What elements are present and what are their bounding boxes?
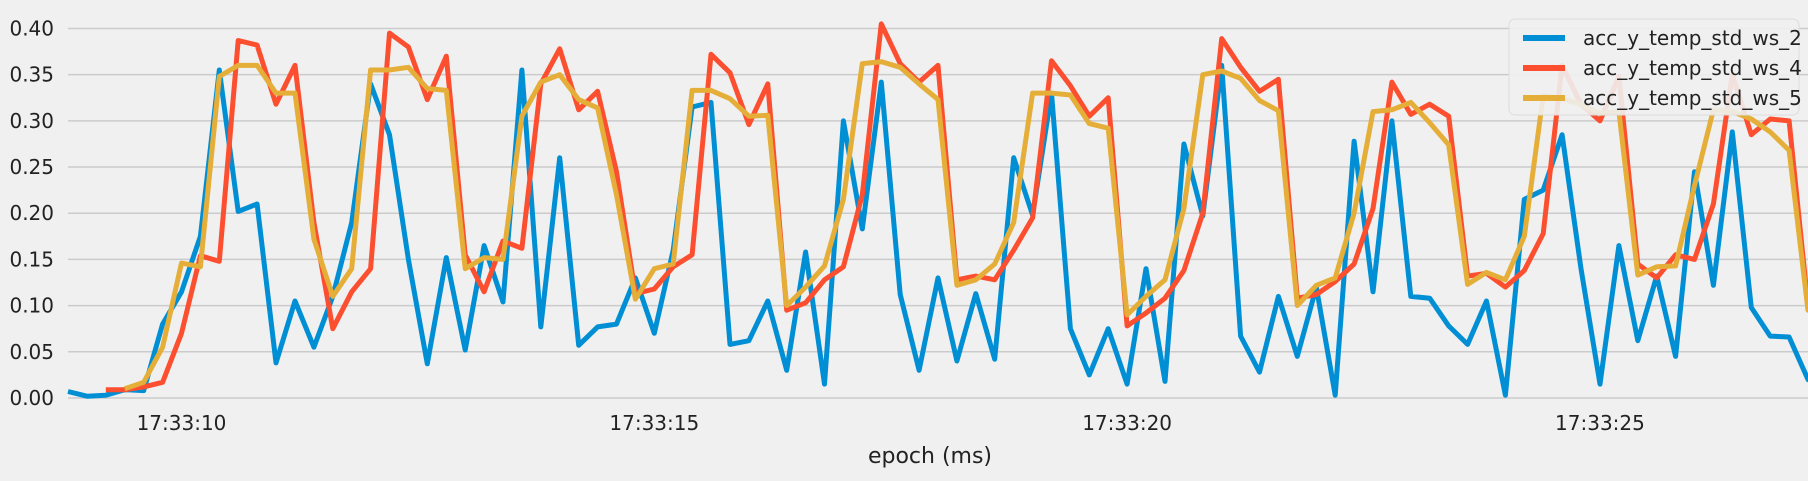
x-tick-label: 17:33:25 [1555, 411, 1645, 435]
y-tick-label: 0.20 [9, 201, 54, 225]
x-tick-label: 17:33:20 [1082, 411, 1172, 435]
grid-layer [68, 27, 1808, 399]
legend-label: acc_y_temp_std_ws_5 [1583, 86, 1802, 110]
y-tick-label: 0.30 [9, 109, 54, 133]
y-tick-label: 0.40 [9, 16, 54, 40]
x-tick-label: 17:33:10 [137, 411, 227, 435]
legend-label: acc_y_temp_std_ws_2 [1583, 26, 1802, 50]
y-tick-label: 0.00 [9, 386, 54, 410]
y-tick-label: 0.05 [9, 340, 54, 364]
y-tick-label: 0.35 [9, 63, 54, 87]
legend: acc_y_temp_std_ws_2 acc_y_temp_std_ws_4ac… [1508, 18, 1802, 116]
axis-layer: 0.00 0.05 0.10 0.15 0.20 0.25 0.30 0.35 0.40 17:3… [9, 16, 1644, 435]
y-tick-label: 0.25 [9, 155, 54, 179]
y-tick-label: 0.10 [9, 294, 54, 318]
y-tick-label: 0.15 [9, 247, 54, 271]
legend-label: acc_y_temp_std_ws_4 [1583, 56, 1802, 80]
legend-box [1508, 18, 1800, 116]
x-axis-label: epoch (ms) [868, 444, 992, 469]
x-tick-label: 17:33:15 [609, 411, 699, 435]
